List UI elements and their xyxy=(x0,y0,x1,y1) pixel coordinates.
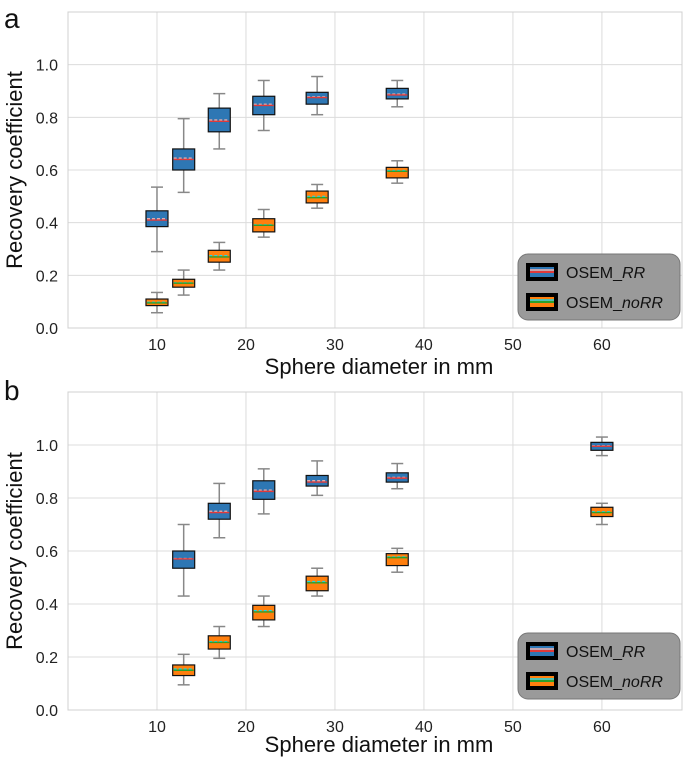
x-axis-label: Sphere diameter in mm xyxy=(265,354,494,379)
legend-box xyxy=(517,632,681,700)
legend-label: OSEM_RR xyxy=(566,644,646,661)
x-tick-label: 60 xyxy=(593,719,611,736)
panel-label: b xyxy=(4,375,20,406)
legend: OSEM_RR OSEM_noRR xyxy=(517,253,681,321)
panel-label: a xyxy=(4,3,20,34)
y-tick-label: 0.6 xyxy=(36,163,58,180)
legend-label: OSEM_noRR xyxy=(566,674,663,691)
x-tick-label: 40 xyxy=(415,337,433,354)
x-tick-label: 60 xyxy=(593,337,611,354)
x-tick-label: 30 xyxy=(326,719,344,736)
x-axis-label: Sphere diameter in mm xyxy=(265,732,494,757)
y-axis-label: Recovery coefficient xyxy=(2,71,27,269)
x-tick-label: 50 xyxy=(504,337,522,354)
y-axis-label: Recovery coefficient xyxy=(2,452,27,650)
x-tick-label: 30 xyxy=(326,337,344,354)
x-tick-label: 40 xyxy=(415,719,433,736)
y-tick-label: 0.6 xyxy=(36,544,58,561)
x-tick-label: 50 xyxy=(504,719,522,736)
x-tick-label: 10 xyxy=(148,337,166,354)
y-tick-label: 0.2 xyxy=(36,650,58,667)
legend: OSEM_RR OSEM_noRR xyxy=(517,632,681,700)
x-tick-label: 20 xyxy=(237,719,255,736)
series-OSEM_noRR xyxy=(145,160,409,314)
y-tick-label: 1.0 xyxy=(36,438,58,455)
legend-box xyxy=(517,253,681,321)
legend-label: OSEM_noRR xyxy=(566,295,663,312)
y-tick-label: 0.2 xyxy=(36,268,58,285)
y-tick-label: 1.0 xyxy=(36,58,58,75)
y-tick-label: 0.0 xyxy=(36,321,58,338)
box xyxy=(385,166,409,179)
x-tick-label: 20 xyxy=(237,337,255,354)
y-tick-label: 0.4 xyxy=(36,216,58,233)
x-tick-label: 10 xyxy=(148,719,166,736)
chart-panel-a: 10 20 30 40 50 60 0.0 0.2 0.4 0.6 0.8 1.0 Sphere dia… xyxy=(2,3,683,379)
y-tick-label: 0.8 xyxy=(36,110,58,127)
series-OSEM_RR xyxy=(172,436,614,597)
box xyxy=(385,553,409,567)
series-OSEM_RR xyxy=(145,75,409,253)
chart-panel-b: 10 20 30 40 50 60 0.0 0.2 0.4 0.6 0.8 1.0 Sphere dia… xyxy=(2,375,683,757)
y-tick-label: 0.4 xyxy=(36,597,58,614)
plot-area xyxy=(67,11,683,329)
plot-area xyxy=(67,391,683,711)
y-tick-label: 0.8 xyxy=(36,491,58,508)
series-OSEM_noRR xyxy=(172,502,614,686)
legend-label: OSEM_RR xyxy=(566,265,646,282)
y-tick-label: 0.0 xyxy=(36,703,58,720)
